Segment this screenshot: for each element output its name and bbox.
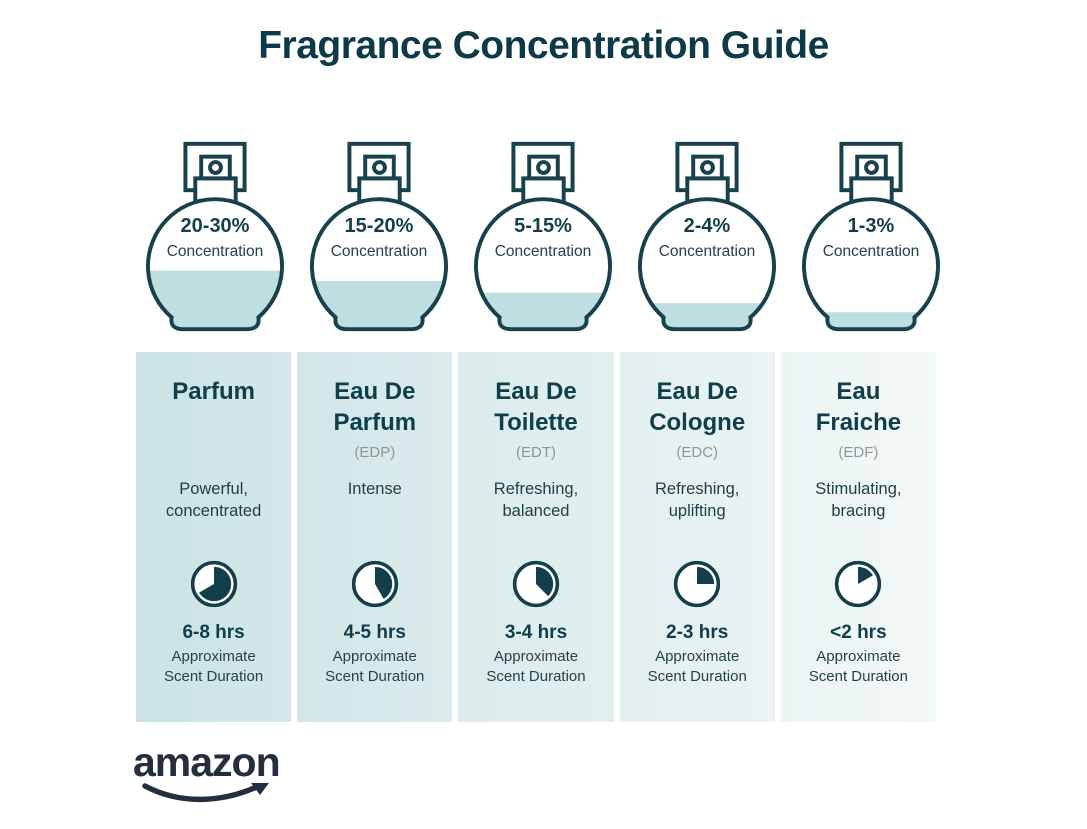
scent-duration-hours: 6-8 hrs	[182, 622, 245, 643]
caption-line2: Scent Duration	[325, 667, 425, 685]
scent-duration-hours: 3-4 hrs	[504, 622, 568, 643]
bottle-icon	[802, 141, 940, 332]
fragrance-name: Eau Fraiche	[815, 378, 902, 437]
caption-line2: Scent Duration	[163, 667, 264, 685]
perfume-bottle-eau-de-cologne: 2-4% Concentration	[628, 132, 786, 341]
column-header: Eau Fraiche (EDF)	[781, 352, 936, 464]
amazon-smile-icon	[142, 783, 269, 803]
caption-line1: Approximate	[655, 648, 740, 665]
bottle-label: 2-4% Concentration	[628, 214, 786, 261]
bottle-icon	[310, 141, 448, 332]
caption-line1: Approximate	[171, 648, 256, 665]
caption-line1: Approximate	[332, 648, 417, 665]
clock-icon	[190, 560, 237, 608]
column-eau-de-parfum: Eau De Parfum (EDP) Intense 4-5 hrs Appr…	[297, 352, 453, 722]
clock-icon	[351, 560, 398, 608]
info-columns: Parfum Powerful, concentrated 6-8 hrs Ap…	[136, 352, 936, 722]
concentration-range: 1-3%	[847, 215, 895, 237]
concentration-word: Concentration	[494, 243, 592, 260]
clock-wrap	[136, 556, 291, 612]
caption-line1: Approximate	[816, 648, 901, 665]
column-header: Eau De Toilette (EDT)	[458, 352, 613, 464]
bottle-icon	[474, 141, 612, 332]
clock-wrap	[297, 556, 452, 612]
scent-duration-caption: Approximate Scent Duration	[781, 647, 936, 687]
column-parfum: Parfum Powerful, concentrated 6-8 hrs Ap…	[136, 352, 292, 722]
bottles-row: 20-30% Concentration 15-20% Concentratio…	[136, 132, 940, 341]
perfume-bottle-eau-fraiche: 1-3% Concentration	[792, 132, 950, 341]
column-header: Eau De Cologne (EDC)	[620, 352, 775, 464]
page-title: Fragrance Concentration Guide	[258, 24, 829, 67]
amazon-logo-text: amazon	[133, 739, 281, 785]
column-eau-de-cologne: Eau De Cologne (EDC) Refreshing, uplifti…	[619, 352, 775, 722]
perfume-bottle-eau-de-parfum: 15-20% Concentration	[300, 132, 458, 341]
fragrance-description: Intense	[347, 480, 402, 498]
fragrance-abbr: (EDC)	[676, 444, 719, 462]
fragrance-name: Eau De Parfum	[333, 378, 417, 437]
fragrance-description: Powerful, concentrated	[165, 480, 262, 521]
column-eau-de-toilette: Eau De Toilette (EDT) Refreshing, balanc…	[458, 352, 614, 722]
scent-duration-hours: 2-3 hrs	[666, 622, 729, 643]
fragrance-abbr: (EDF)	[838, 444, 879, 462]
fragrance-abbr: (EDP)	[354, 444, 396, 462]
clock-icon	[512, 560, 560, 608]
caption-line2: Scent Duration	[486, 667, 586, 685]
concentration-word: Concentration	[330, 243, 428, 260]
scent-duration-hours: <2 hrs	[830, 622, 887, 643]
clock-wrap	[620, 556, 775, 612]
bottle-icon	[638, 141, 776, 332]
bottle-label: 15-20% Concentration	[300, 214, 458, 261]
fragrance-name: Parfum	[172, 378, 255, 405]
concentration-word: Concentration	[166, 243, 264, 260]
concentration-range: 2-4%	[683, 215, 731, 237]
bottle-label: 1-3% Concentration	[792, 214, 950, 261]
caption-line1: Approximate	[493, 648, 579, 665]
fragrance-abbr: (EDT)	[515, 444, 556, 462]
fragrance-name: Eau De Toilette	[494, 378, 578, 437]
concentration-word: Concentration	[658, 243, 756, 260]
concentration-word: Concentration	[822, 243, 920, 260]
amazon-logo: amazon	[133, 742, 293, 806]
fragrance-description: Refreshing, balanced	[493, 480, 579, 521]
concentration-range: 5-15%	[514, 215, 572, 237]
concentration-range: 15-20%	[344, 215, 414, 237]
concentration-range: 20-30%	[180, 215, 250, 237]
bottle-label: 20-30% Concentration	[136, 214, 294, 261]
column-eau-fraiche: Eau Fraiche (EDF) Stimulating, bracing <…	[780, 352, 936, 722]
scent-duration-caption: Approximate Scent Duration	[297, 647, 452, 687]
fragrance-description: Stimulating, bracing	[815, 480, 902, 521]
clock-wrap	[458, 556, 613, 612]
scent-duration-caption: Approximate Scent Duration	[458, 647, 613, 687]
scent-duration-caption: Approximate Scent Duration	[620, 647, 775, 687]
caption-line2: Scent Duration	[647, 667, 747, 685]
column-header: Eau De Parfum (EDP)	[297, 352, 452, 464]
caption-line2: Scent Duration	[808, 667, 908, 685]
fragrance-name: Eau De Cologne	[649, 378, 746, 437]
column-header: Parfum	[136, 352, 291, 464]
scent-duration-caption: Approximate Scent Duration	[136, 647, 291, 687]
perfume-bottle-parfum: 20-30% Concentration	[136, 132, 294, 341]
perfume-bottle-eau-de-toilette: 5-15% Concentration	[464, 132, 622, 341]
clock-icon	[835, 560, 882, 608]
fragrance-description: Refreshing, uplifting	[654, 480, 740, 521]
bottle-icon	[146, 141, 284, 332]
bottle-label: 5-15% Concentration	[464, 214, 622, 261]
clock-wrap	[781, 556, 936, 612]
clock-icon	[674, 560, 721, 608]
scent-duration-hours: 4-5 hrs	[343, 622, 406, 643]
